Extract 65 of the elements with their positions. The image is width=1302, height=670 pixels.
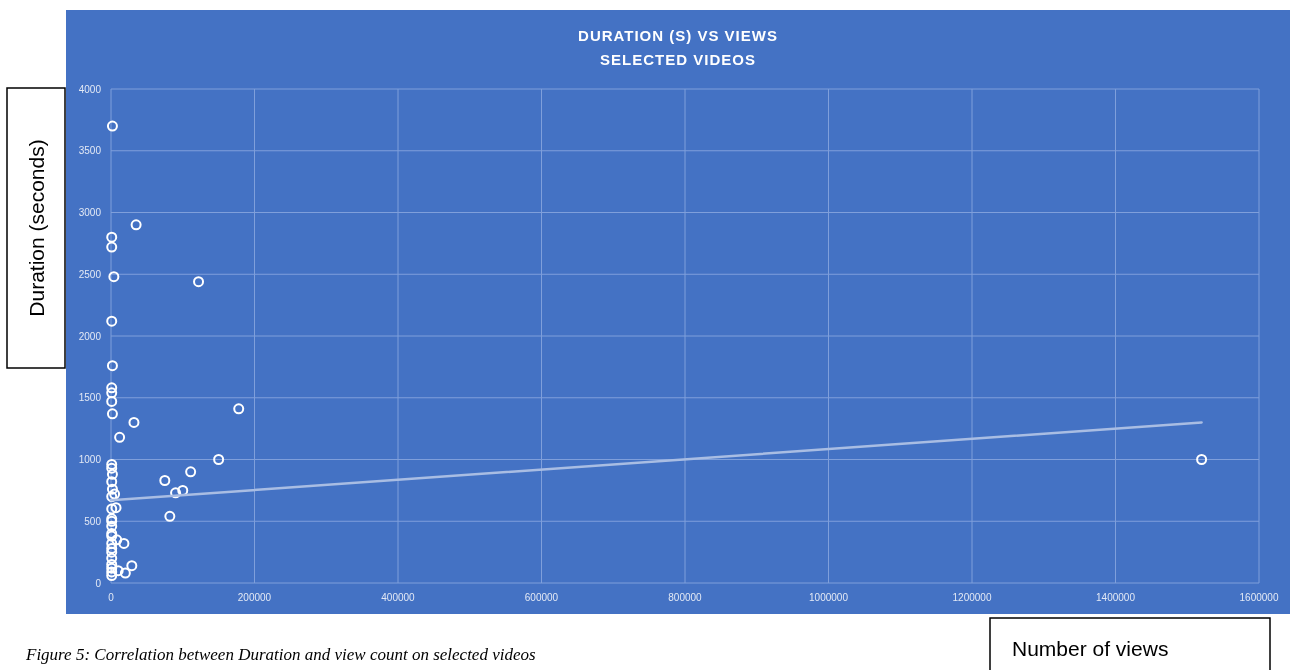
y-tick-label: 3500 [78, 145, 102, 157]
point [106, 503, 118, 515]
point [130, 219, 142, 231]
point [106, 552, 118, 564]
x-tick-label: 600000 [524, 592, 559, 603]
x-axis-title: Number of views [1012, 637, 1169, 660]
point [106, 315, 118, 327]
point [112, 565, 124, 577]
point [106, 483, 118, 495]
point [106, 395, 118, 407]
point [106, 566, 118, 578]
y-tick-label: 1500 [78, 392, 102, 404]
y-tick-label: 1000 [78, 454, 102, 465]
point [106, 570, 118, 582]
x-tick-label: 800000 [668, 592, 703, 603]
point [213, 454, 225, 465]
point [106, 462, 118, 474]
point [106, 231, 118, 243]
point [106, 408, 118, 420]
point [106, 120, 118, 132]
y-tick-label: 4000 [78, 83, 102, 95]
point [185, 466, 197, 478]
point [106, 468, 118, 480]
point [106, 458, 118, 470]
point [108, 271, 120, 283]
point [106, 558, 118, 570]
y-tick-label: 500 [84, 515, 102, 527]
y-tick-label: 2500 [78, 268, 102, 280]
x-tick-label: 200000 [237, 592, 272, 603]
y-tick-label: 0 [95, 577, 102, 589]
point [106, 360, 118, 372]
point [111, 534, 123, 546]
point [164, 510, 176, 522]
point [106, 520, 118, 532]
point [106, 546, 118, 558]
point [106, 476, 118, 488]
y-tick-label: 3000 [78, 207, 102, 218]
caption: Figure 5: Correlation between Duration and view count on selected videos [25, 645, 536, 664]
x-tick-label: 0 [108, 592, 115, 603]
point [110, 502, 122, 514]
x-tick-label: 1400000 [1096, 592, 1136, 603]
point [233, 403, 245, 415]
point [106, 542, 118, 554]
point [119, 567, 131, 579]
point [106, 387, 118, 399]
point [106, 241, 118, 253]
x-tick-label: 1000000 [809, 592, 849, 603]
point [114, 431, 126, 443]
point [118, 537, 130, 549]
y-axis-title: Duration (seconds) [25, 139, 48, 317]
point [126, 560, 138, 572]
x-tick-label: 400000 [381, 592, 416, 603]
chart-subtitle: SELECTED VIDEOS [600, 51, 756, 68]
point [106, 382, 118, 394]
point [128, 416, 140, 428]
x-tick-label: 1200000 [952, 592, 992, 603]
point [106, 562, 118, 574]
point [1196, 454, 1208, 465]
x-tick-label: 1600000 [1239, 592, 1279, 603]
y-tick-label: 2000 [78, 330, 102, 342]
point [159, 475, 171, 486]
point [193, 276, 205, 288]
point [106, 537, 118, 549]
point [170, 487, 182, 499]
chart-title: DURATION (S) VS VIEWS [578, 27, 778, 44]
